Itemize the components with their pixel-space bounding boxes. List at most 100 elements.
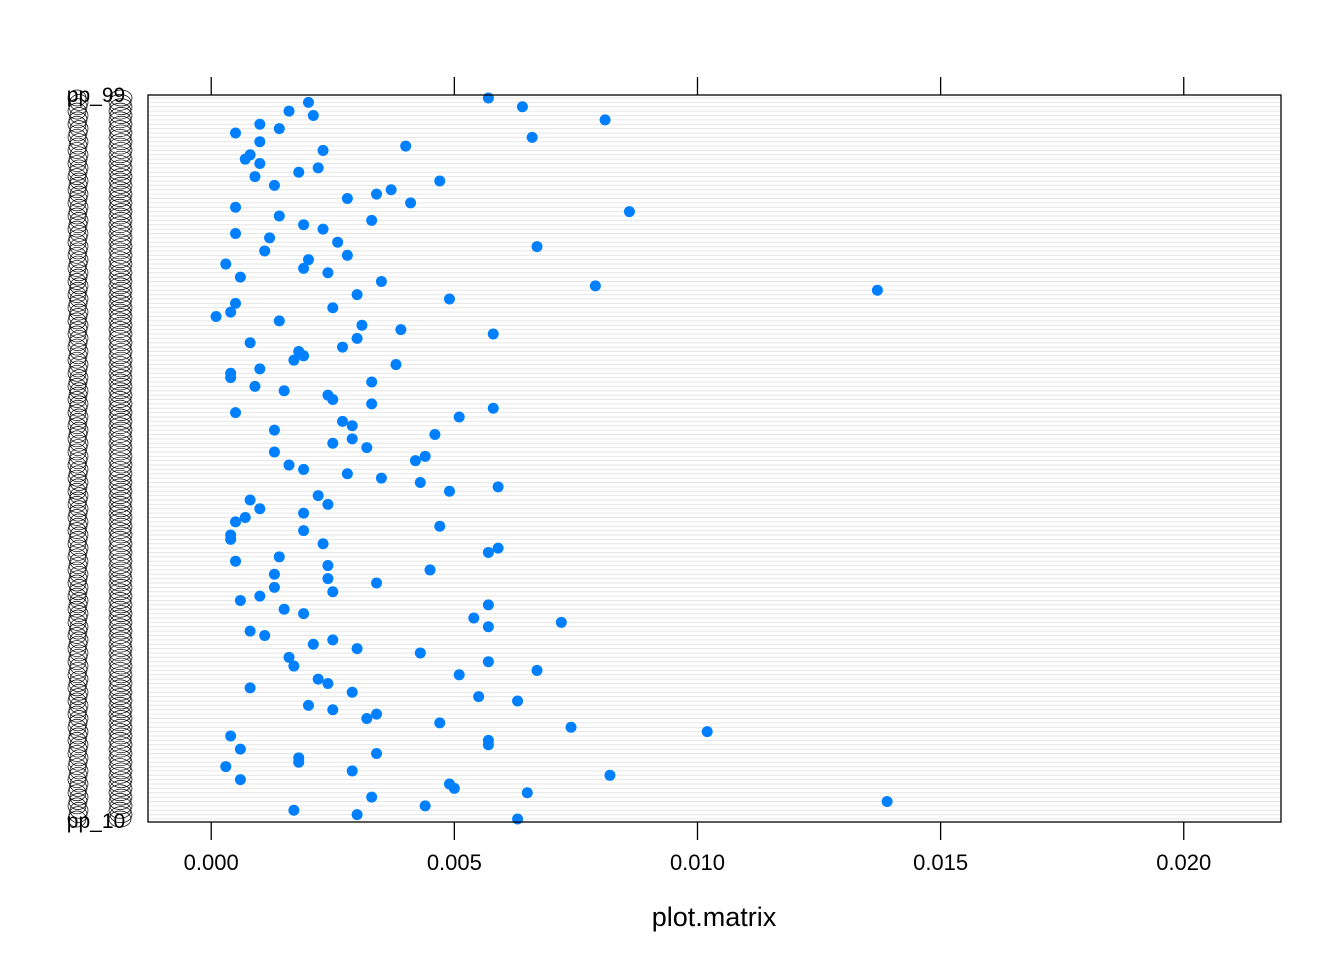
y-label-glyph bbox=[108, 260, 132, 277]
data-point bbox=[298, 262, 310, 274]
data-point bbox=[400, 140, 412, 152]
y-label-glyph bbox=[68, 203, 88, 220]
y-label-glyph bbox=[67, 797, 87, 815]
y-label-glyph bbox=[108, 242, 132, 260]
y-label-glyph bbox=[108, 163, 132, 181]
y-label-glyph bbox=[69, 369, 89, 387]
y-label-glyph bbox=[68, 570, 88, 588]
y-label-glyph bbox=[109, 386, 133, 404]
y-label-glyph bbox=[67, 89, 87, 107]
y-label-glyph bbox=[67, 246, 87, 264]
y-label-glyph bbox=[68, 399, 88, 417]
y-label-glyph bbox=[68, 242, 88, 260]
y-label-glyph bbox=[68, 163, 88, 181]
x-tick-label: 0.015 bbox=[913, 850, 968, 875]
data-point bbox=[487, 402, 499, 414]
y-label-glyph bbox=[109, 736, 133, 754]
y-label-glyph bbox=[69, 788, 89, 806]
data-point bbox=[239, 511, 251, 523]
data-point bbox=[337, 415, 349, 427]
y-label-glyph bbox=[69, 474, 89, 491]
y-label-glyph bbox=[69, 552, 89, 570]
y-label-glyph bbox=[67, 233, 87, 251]
data-point bbox=[599, 114, 611, 126]
y-label-glyph bbox=[69, 736, 89, 754]
y-label-glyph bbox=[108, 391, 132, 408]
data-point bbox=[268, 179, 280, 191]
data-point bbox=[322, 573, 334, 585]
y-label-glyph bbox=[67, 718, 87, 736]
data-point bbox=[487, 328, 499, 340]
y-label-glyph bbox=[109, 89, 133, 107]
y-label-glyph bbox=[108, 198, 132, 216]
data-point bbox=[453, 669, 465, 681]
y-label-glyph bbox=[69, 723, 89, 740]
data-point bbox=[871, 284, 883, 296]
data-point bbox=[322, 560, 334, 572]
y-label-glyph bbox=[68, 373, 88, 391]
data-point bbox=[220, 761, 232, 773]
y-label-glyph bbox=[108, 793, 132, 810]
data-point bbox=[482, 656, 494, 668]
y-label-glyph bbox=[109, 587, 133, 605]
data-point bbox=[234, 774, 246, 786]
y-label-glyph bbox=[69, 133, 89, 151]
y-label-glyph bbox=[108, 496, 132, 513]
data-point bbox=[526, 131, 538, 143]
data-point bbox=[327, 437, 339, 449]
y-label-glyph bbox=[68, 111, 88, 129]
y-label-glyph bbox=[68, 321, 88, 338]
y-label-glyph bbox=[108, 225, 132, 242]
y-label-glyph bbox=[108, 635, 132, 653]
data-point bbox=[234, 595, 246, 607]
y-label-glyph bbox=[109, 675, 133, 692]
y-label-glyph bbox=[108, 688, 132, 705]
y-label-glyph bbox=[109, 605, 133, 622]
y-label-glyph bbox=[69, 710, 89, 727]
data-point bbox=[230, 127, 242, 139]
y-label-glyph bbox=[109, 552, 133, 570]
y-label-glyph bbox=[67, 128, 87, 146]
y-label-glyph bbox=[108, 522, 132, 539]
x-tick-label: 0.000 bbox=[184, 850, 239, 875]
y-label-glyph bbox=[109, 133, 133, 151]
y-label-glyph bbox=[69, 185, 89, 203]
y-label-glyph bbox=[69, 277, 89, 295]
data-point bbox=[341, 468, 353, 480]
y-label-glyph bbox=[108, 487, 132, 504]
y-label-glyph bbox=[69, 303, 89, 321]
y-label-glyph bbox=[68, 190, 88, 207]
y-label-glyph bbox=[68, 793, 88, 810]
data-point bbox=[259, 629, 271, 641]
data-point bbox=[230, 297, 242, 309]
y-label-glyph bbox=[109, 203, 133, 220]
data-point bbox=[512, 813, 524, 825]
data-point bbox=[254, 136, 266, 148]
y-label-glyph bbox=[67, 443, 87, 461]
data-point bbox=[346, 433, 358, 445]
data-point bbox=[298, 608, 310, 620]
y-label-glyph bbox=[109, 220, 133, 238]
data-point bbox=[521, 787, 533, 799]
y-label-glyph bbox=[69, 801, 89, 819]
y-label-glyph bbox=[109, 404, 133, 421]
data-point bbox=[385, 184, 397, 196]
y-label-glyph bbox=[69, 251, 89, 269]
data-point bbox=[307, 638, 319, 650]
y-label-glyph bbox=[108, 295, 132, 312]
y-label-glyph bbox=[67, 102, 87, 120]
y-label-glyph bbox=[109, 753, 133, 771]
y-label-glyph bbox=[68, 596, 88, 614]
y-label-glyph bbox=[69, 238, 89, 255]
y-label-glyph bbox=[108, 408, 132, 426]
data-point bbox=[468, 612, 480, 624]
y-label-glyph bbox=[109, 762, 133, 780]
y-label-glyph bbox=[109, 657, 133, 675]
data-point bbox=[298, 463, 310, 475]
data-point bbox=[298, 507, 310, 519]
y-label-glyph bbox=[108, 653, 132, 671]
y-label-glyph bbox=[69, 657, 89, 675]
y-label-glyph bbox=[69, 382, 89, 400]
data-point bbox=[482, 92, 494, 104]
